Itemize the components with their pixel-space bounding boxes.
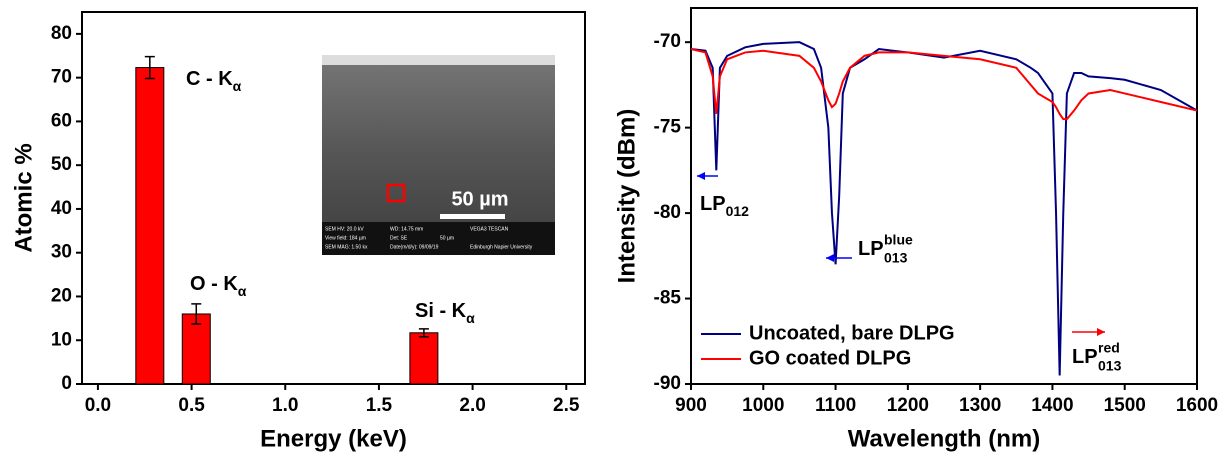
sem-image (322, 55, 555, 255)
y-tick-label: 20 (51, 285, 72, 306)
y-tick-label: 0 (61, 373, 72, 394)
plot-frame (690, 7, 1198, 385)
annotation-text: LP (858, 238, 884, 260)
x-tick-label: 900 (675, 395, 707, 416)
arrow-head (1097, 328, 1105, 336)
sem-info: VEGA3 TESCAN (470, 226, 509, 232)
series-line (690, 41, 1198, 376)
annotation-sub: 012 (726, 203, 750, 219)
annotation-text: Si - K (415, 300, 467, 322)
annotation: C - Kα (186, 68, 242, 93)
x-axis-title: Energy (keV) (260, 425, 407, 452)
annotation-sub: 013 (1098, 358, 1122, 374)
bar (409, 332, 439, 385)
arrow-head (697, 172, 705, 180)
y-tick-label: 30 (51, 242, 72, 263)
x-tick-label: 0.0 (85, 395, 111, 416)
x-tick-label: 1600 (1176, 395, 1218, 416)
legend-label: Uncoated, bare DLPG (749, 322, 955, 344)
sem-info: SEM HV: 20.0 kV (325, 226, 364, 232)
x-tick-label: 1100 (815, 395, 856, 416)
sem-info: WD: 14.75 mm (390, 226, 423, 232)
y-axis-title: Atomic % (10, 143, 37, 252)
sem-edge (322, 55, 555, 65)
error-bar (191, 303, 202, 325)
y-tick-label: 60 (51, 110, 72, 131)
y-tick-label: 50 (51, 154, 72, 175)
x-tick-label: 1500 (1104, 395, 1146, 416)
annotation-text: O - K (190, 273, 238, 295)
error-bar (144, 55, 155, 80)
x-tick-label: 1200 (887, 395, 929, 416)
sem-info: Det: SE (390, 235, 408, 241)
sem-info: Date(m/d/y): 09/09/19 (390, 244, 439, 250)
annotation: O - Kα (190, 273, 247, 298)
y-tick-label: 10 (51, 329, 72, 350)
x-axis-title: Wavelength (nm) (848, 425, 1040, 452)
sem-inset: 50 µm SEM HV: 20.0 kV WD: 14.75 mm VEGA3 T… (322, 55, 555, 255)
sem-info: 50 µm (440, 235, 454, 241)
x-tick-label: 2.5 (553, 395, 580, 416)
y-tick-label: 40 (51, 198, 72, 219)
x-tick-label: 1300 (959, 395, 1001, 416)
annotation-text: LP (1072, 346, 1098, 368)
sem-info: View field: 184 µm (325, 235, 366, 241)
annotation-sub: 013 (884, 250, 908, 266)
x-tick-label: 1.0 (272, 395, 298, 416)
x-tick-label: 1000 (742, 395, 784, 416)
sem-info-bar (322, 222, 555, 255)
annotation-sub: α (233, 78, 242, 94)
x-tick-label: 2.0 (459, 395, 485, 416)
legend-label: GO coated DLPG (749, 347, 911, 369)
annotation: LP (1072, 346, 1098, 368)
sem-info: SEM MAG: 1.50 kx (325, 244, 368, 250)
arrow-head (826, 254, 834, 262)
y-tick-label: 80 (51, 23, 72, 44)
y-tick-label: -80 (654, 202, 681, 223)
annotation-text: LP (700, 193, 726, 215)
bar (135, 67, 165, 385)
plot-frame (81, 11, 586, 385)
annotation-text: C - K (186, 68, 233, 90)
x-tick-label: 0.5 (178, 395, 205, 416)
error-bar (418, 328, 429, 338)
y-tick-label: -85 (654, 288, 682, 309)
annotation-sup: blue (884, 232, 913, 248)
annotation-sup: red (1098, 340, 1120, 356)
annotation: LP (858, 238, 884, 260)
annotation: LP012 (700, 193, 749, 218)
annotation-sub: α (238, 283, 247, 299)
series-line (690, 48, 1198, 121)
annotation: Si - Kα (415, 300, 475, 325)
x-tick-label: 1.5 (366, 395, 393, 416)
scale-bar-label: 50 µm (451, 188, 508, 210)
sem-info: Edinburgh Napier University (470, 244, 533, 250)
sem-region (386, 183, 406, 203)
y-axis-title: Intensity (dBm) (613, 109, 640, 284)
annotation-sub: α (466, 310, 475, 326)
y-tick-label: -90 (654, 373, 681, 394)
y-tick-label: -75 (654, 117, 682, 138)
x-tick-label: 1400 (1031, 395, 1073, 416)
y-tick-label: -70 (654, 31, 681, 52)
scale-bar (440, 214, 505, 219)
y-tick-label: 70 (51, 67, 72, 88)
